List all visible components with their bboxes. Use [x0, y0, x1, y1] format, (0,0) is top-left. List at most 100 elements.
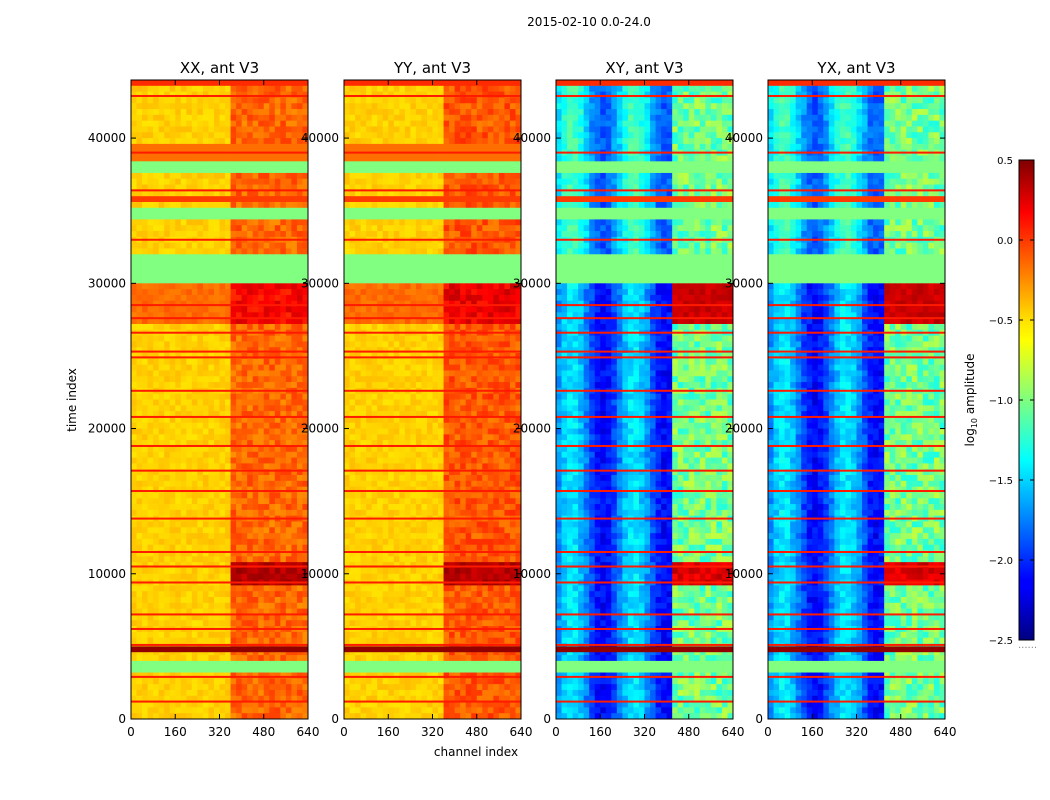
heatmap-cell	[142, 445, 148, 453]
heatmap-cell	[426, 114, 433, 122]
heatmap-cell	[252, 347, 259, 354]
heatmap-cell	[213, 138, 220, 145]
heatmap-cell	[360, 161, 367, 168]
heatmap-cell	[296, 254, 303, 261]
heatmap-cell	[258, 353, 265, 360]
heatmap-cell	[291, 358, 298, 366]
heatmap-cell	[432, 318, 439, 325]
heatmap-cell	[236, 393, 243, 400]
heatmap-cell	[269, 370, 276, 377]
time-stripe	[131, 643, 308, 646]
heatmap-cell	[263, 509, 270, 517]
heatmap-cell	[252, 283, 259, 290]
heatmap-cell	[147, 492, 154, 499]
heatmap-cell	[515, 254, 522, 261]
heatmap-cell	[180, 178, 187, 185]
heatmap-cell	[230, 207, 237, 215]
heatmap-cell	[291, 492, 298, 499]
heatmap-cell	[399, 207, 406, 215]
heatmap-cell	[158, 364, 165, 371]
heatmap-cell	[280, 382, 287, 389]
heatmap-cell	[291, 591, 298, 598]
heatmap-cell	[302, 573, 309, 580]
heatmap-cell	[291, 219, 298, 226]
heatmap-cell	[493, 277, 500, 284]
heatmap-cell	[225, 585, 231, 592]
heatmap-cell	[269, 591, 276, 598]
time-stripe	[131, 444, 308, 447]
heatmap-cell	[349, 260, 356, 267]
heatmap-cell	[355, 178, 361, 185]
heatmap-cell	[388, 114, 395, 122]
heatmap-cell	[258, 370, 265, 377]
heatmap-cell	[236, 294, 243, 302]
heatmap-cell	[460, 126, 467, 133]
heatmap-cell	[247, 701, 254, 708]
heatmap-cell	[302, 399, 309, 406]
heatmap-cell	[175, 300, 182, 307]
heatmap-cell	[285, 713, 292, 720]
heatmap-cell	[487, 184, 494, 191]
heatmap-cell	[280, 143, 287, 151]
heatmap-cell	[230, 143, 237, 151]
heatmap-cell	[291, 120, 298, 127]
heatmap-cell	[131, 672, 137, 679]
heatmap-cell	[302, 660, 309, 668]
heatmap-cell	[493, 184, 500, 191]
heatmap-cell	[476, 318, 483, 325]
heatmap-cell	[421, 294, 428, 302]
heatmap-cell	[302, 585, 309, 592]
heatmap-cell	[158, 242, 165, 249]
heatmap-cell	[175, 695, 182, 702]
heatmap-cell	[487, 126, 494, 133]
heatmap-cell	[393, 126, 400, 133]
heatmap-cell	[421, 97, 428, 104]
heatmap-cell	[382, 167, 389, 174]
heatmap-cell	[285, 312, 292, 319]
time-stripe	[131, 613, 308, 616]
heatmap-cell	[241, 573, 248, 580]
heatmap-cell	[213, 231, 220, 238]
heatmap-cell	[247, 538, 254, 546]
heatmap-cell	[280, 544, 287, 551]
heatmap-cell	[202, 701, 209, 708]
heatmap-cell	[274, 585, 281, 592]
heatmap-cell	[274, 184, 281, 191]
heatmap-cell	[258, 440, 265, 447]
heatmap-cell	[388, 300, 395, 307]
heatmap-cell	[471, 120, 478, 127]
heatmap-cell	[382, 248, 389, 255]
heatmap-cell	[131, 486, 137, 493]
heatmap-cell	[131, 364, 137, 371]
heatmap-cell	[186, 138, 193, 145]
heatmap-cell	[136, 631, 143, 639]
heatmap-cell	[136, 120, 143, 127]
heatmap-cell	[164, 283, 171, 290]
heatmap-cell	[360, 265, 367, 273]
heatmap-cell	[147, 376, 154, 383]
heatmap-cell	[344, 138, 350, 145]
heatmap-cell	[269, 492, 276, 499]
heatmap-cell	[164, 504, 171, 511]
heatmap-cell	[131, 353, 137, 360]
heatmap-cell	[230, 597, 237, 604]
heatmap-cell	[438, 289, 444, 296]
heatmap-cell	[344, 318, 350, 325]
heatmap-cell	[197, 504, 204, 511]
heatmap-cell	[388, 323, 395, 331]
heatmap-cell	[258, 498, 265, 505]
heatmap-cell	[443, 242, 450, 249]
heatmap-cell	[208, 527, 215, 534]
heatmap-cell	[136, 585, 143, 592]
heatmap-cell	[241, 155, 248, 162]
heatmap-cell	[252, 114, 259, 122]
heatmap-cell	[247, 283, 254, 290]
heatmap-cell	[213, 335, 220, 342]
heatmap-cell	[153, 231, 160, 238]
heatmap-cell	[142, 504, 148, 511]
heatmap-cell	[147, 178, 154, 185]
heatmap-cell	[208, 103, 215, 110]
heatmap-cell	[460, 248, 467, 255]
heatmap-cell	[388, 184, 395, 191]
heatmap-cell	[393, 120, 400, 127]
